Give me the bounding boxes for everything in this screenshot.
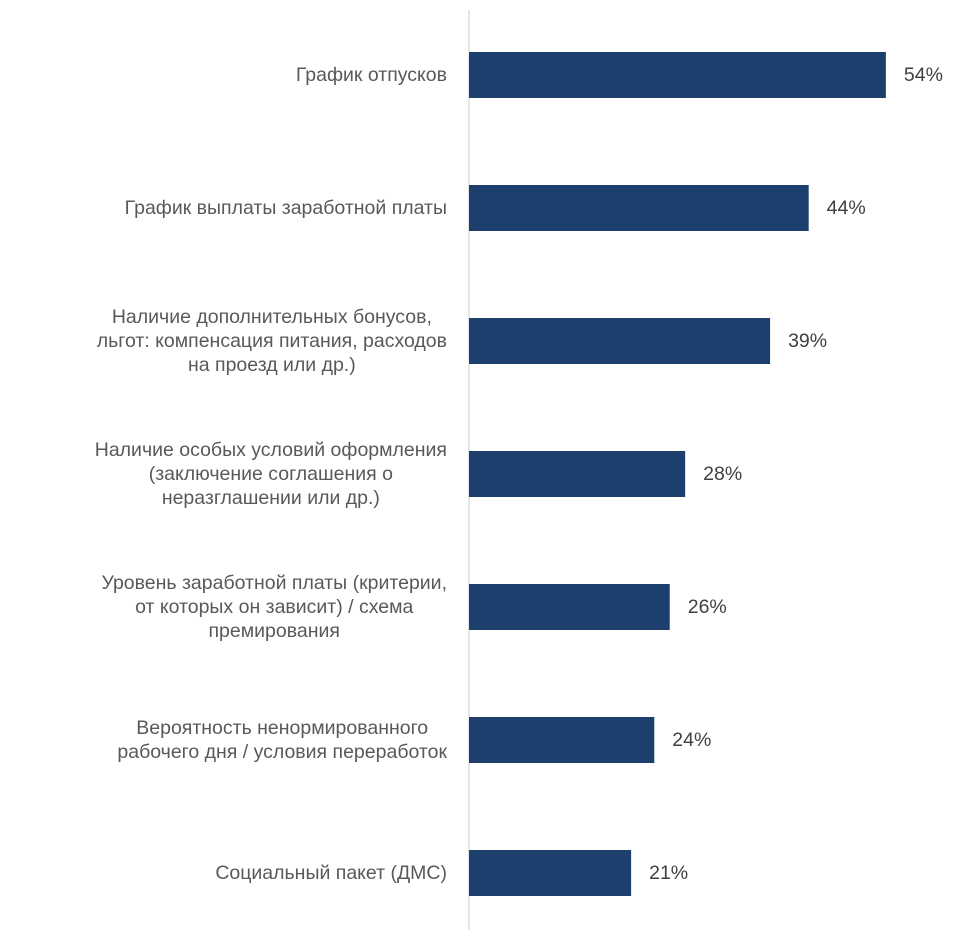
bar-value-label-4: 26%: [688, 596, 727, 618]
category-label-line: Социальный пакет (ДМС): [215, 862, 447, 884]
category-label-line: льгот: компенсация питания, расходов: [97, 330, 447, 352]
bar-value-label-0: 54%: [904, 64, 943, 86]
category-label-6: Социальный пакет (ДМС): [215, 862, 447, 884]
bar-value-label-6: 21%: [649, 862, 688, 884]
bar-3: [469, 451, 686, 497]
bar-5: [469, 717, 655, 763]
value-labels-group: 54% 44% 39% 28% 26% 24% 21%: [649, 64, 943, 884]
category-label-line: премирования: [209, 620, 340, 642]
bar-value-label-2: 39%: [788, 330, 827, 352]
category-label-3: Наличие особых условий оформления (заключ…: [95, 439, 447, 509]
bar-value-label-5: 24%: [672, 729, 711, 751]
bar-value-label-1: 44%: [827, 197, 866, 219]
category-label-line: Наличие особых условий оформления: [95, 439, 447, 461]
category-label-line: Наличие дополнительных бонусов,: [112, 306, 432, 328]
bar-4: [469, 584, 670, 630]
category-label-line: График выплаты заработной платы: [125, 197, 447, 219]
bar-6: [469, 850, 632, 896]
bar-value-label-3: 28%: [703, 463, 742, 485]
category-label-1: График выплаты заработной платы: [125, 197, 447, 219]
bars-group: [469, 52, 886, 896]
bar-0: [469, 52, 886, 98]
category-label-line: от которых он зависит) / схема: [135, 596, 413, 618]
category-label-0: График отпусков: [296, 64, 447, 86]
category-label-line: (заключение соглашения о: [149, 463, 393, 485]
bar-2: [469, 318, 771, 364]
category-label-line: График отпусков: [296, 64, 447, 86]
category-label-line: Вероятность ненормированного: [136, 717, 428, 739]
category-label-4: Уровень заработной платы (критерии, от ко…: [101, 572, 447, 642]
category-label-line: Уровень заработной платы (критерии,: [101, 572, 447, 594]
category-labels-group: График отпусков График выплаты заработной…: [95, 64, 448, 884]
category-label-line: на проезд или др.): [188, 354, 356, 376]
bar-1: [469, 185, 809, 231]
category-label-line: неразглашении или др.): [162, 487, 380, 509]
category-label-line: рабочего дня / условия переработок: [117, 741, 447, 763]
category-label-5: Вероятность ненормированного рабочего дня…: [117, 717, 447, 763]
category-label-2: Наличие дополнительных бонусов, льгот: ко…: [97, 306, 447, 376]
